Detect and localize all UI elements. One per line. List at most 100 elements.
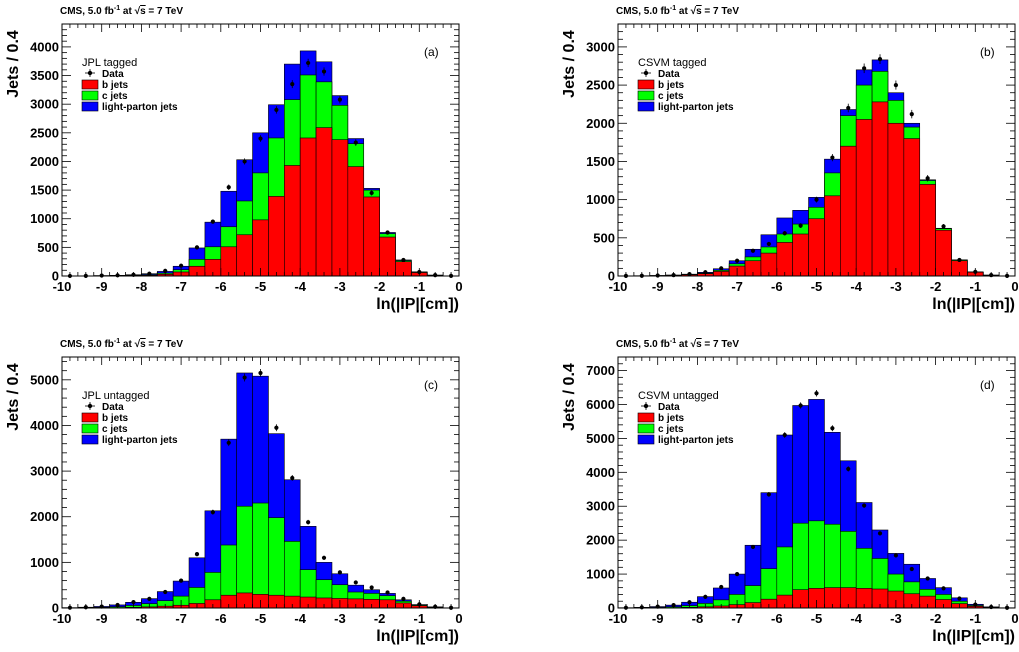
data-point: [799, 224, 803, 228]
y-tick-label: 1500: [30, 183, 59, 198]
panel-label: (c): [424, 378, 438, 392]
header-text: CMS, 5.0 fb: [60, 6, 114, 17]
data-point: [306, 61, 310, 65]
data-point: [910, 567, 914, 571]
header-text: at: [676, 6, 690, 17]
y-tick-label: 0: [608, 269, 615, 284]
data-point: [846, 106, 850, 110]
data-point: [258, 136, 262, 140]
y-tick-label: 4000: [30, 418, 59, 433]
legend-label: b jets: [658, 80, 685, 91]
y-tick-label: 500: [593, 230, 615, 245]
legend-label: light-parton jets: [102, 102, 178, 113]
x-tick-label: -2: [930, 279, 942, 294]
legend-swatch: [82, 91, 98, 100]
legend-title: JPL tagged: [82, 57, 137, 69]
data-point: [878, 57, 882, 61]
x-axis-title: ln(|IP|[cm]): [376, 296, 459, 313]
legend-swatch: [82, 435, 98, 444]
y-axis-title: Jets / 0.4: [561, 30, 578, 98]
y-tick-label: 3000: [30, 97, 59, 112]
legend-label-data: Data: [102, 69, 124, 80]
legend-swatch: [82, 424, 98, 433]
bar: [904, 139, 920, 276]
header-text: CMS, 5.0 fb: [60, 339, 114, 350]
y-tick-label: 3000: [586, 499, 615, 514]
data-point: [878, 531, 882, 535]
legend-data-marker: [644, 404, 648, 408]
x-tick-label: -8: [136, 279, 148, 294]
data-point: [926, 576, 930, 580]
header-text: = 7 TeV: [146, 6, 184, 17]
data-point: [767, 492, 771, 496]
x-tick-label: -7: [175, 279, 187, 294]
x-tick-label: -6: [771, 279, 783, 294]
data-point: [926, 176, 930, 180]
data-point: [211, 219, 215, 223]
x-tick-label: -8: [692, 279, 704, 294]
legend-label: b jets: [658, 413, 685, 424]
legend-swatch: [82, 102, 98, 111]
x-axis-title: ln(|IP|[cm]): [932, 628, 1015, 645]
data-point: [179, 264, 183, 268]
panel-label: (a): [424, 45, 439, 59]
data-point: [783, 231, 787, 235]
header-text: = 7 TeV: [702, 339, 740, 350]
x-tick-label: -2: [930, 611, 942, 626]
bar: [809, 219, 825, 276]
y-tick-label: 7000: [586, 363, 615, 378]
data-point: [195, 552, 199, 556]
data-point: [910, 112, 914, 116]
x-tick-label: -4: [294, 611, 306, 626]
data-point: [401, 258, 405, 262]
x-tick-label: -4: [850, 611, 862, 626]
data-point: [322, 556, 326, 560]
x-tick-label: -5: [811, 279, 823, 294]
data-point: [243, 159, 247, 163]
legend-label-data: Data: [102, 402, 124, 413]
bar: [253, 503, 269, 608]
legend-label: c jets: [102, 424, 128, 435]
data-point: [735, 259, 739, 263]
data-point: [894, 83, 898, 87]
y-tick-label: 2000: [30, 509, 59, 524]
legend-swatch: [638, 91, 654, 100]
legend-label: light-parton jets: [658, 435, 734, 446]
legend-swatch: [82, 413, 98, 422]
legend-label-data: Data: [658, 69, 680, 80]
bar: [348, 167, 364, 276]
y-axis-title: Jets / 0.4: [5, 30, 22, 98]
bar: [824, 196, 840, 276]
data-point: [862, 66, 866, 70]
data-point: [354, 580, 358, 584]
bar: [237, 235, 253, 276]
data-point: [862, 503, 866, 507]
bar: [920, 184, 936, 276]
legend-swatch: [82, 80, 98, 89]
y-tick-label: 1500: [586, 154, 615, 169]
x-tick-label: -3: [334, 279, 346, 294]
bar: [840, 146, 856, 276]
x-tick-label: -1: [414, 611, 426, 626]
data-point: [814, 198, 818, 202]
data-point: [830, 426, 834, 430]
y-tick-label: 5000: [586, 431, 615, 446]
y-tick-label: 1000: [30, 211, 59, 226]
data-point: [290, 82, 294, 86]
panel-label: (d): [980, 378, 995, 392]
x-tick-label: 0: [455, 279, 462, 294]
data-point: [385, 230, 389, 234]
bar: [253, 220, 269, 276]
legend-data-marker: [88, 404, 92, 408]
y-axis-title: Jets / 0.4: [5, 363, 22, 431]
x-tick-label: -9: [96, 611, 108, 626]
y-tick-label: 2000: [30, 154, 59, 169]
data-point: [370, 191, 374, 195]
x-tick-label: -2: [374, 279, 386, 294]
x-tick-label: -4: [850, 279, 862, 294]
legend-label: b jets: [102, 413, 129, 424]
